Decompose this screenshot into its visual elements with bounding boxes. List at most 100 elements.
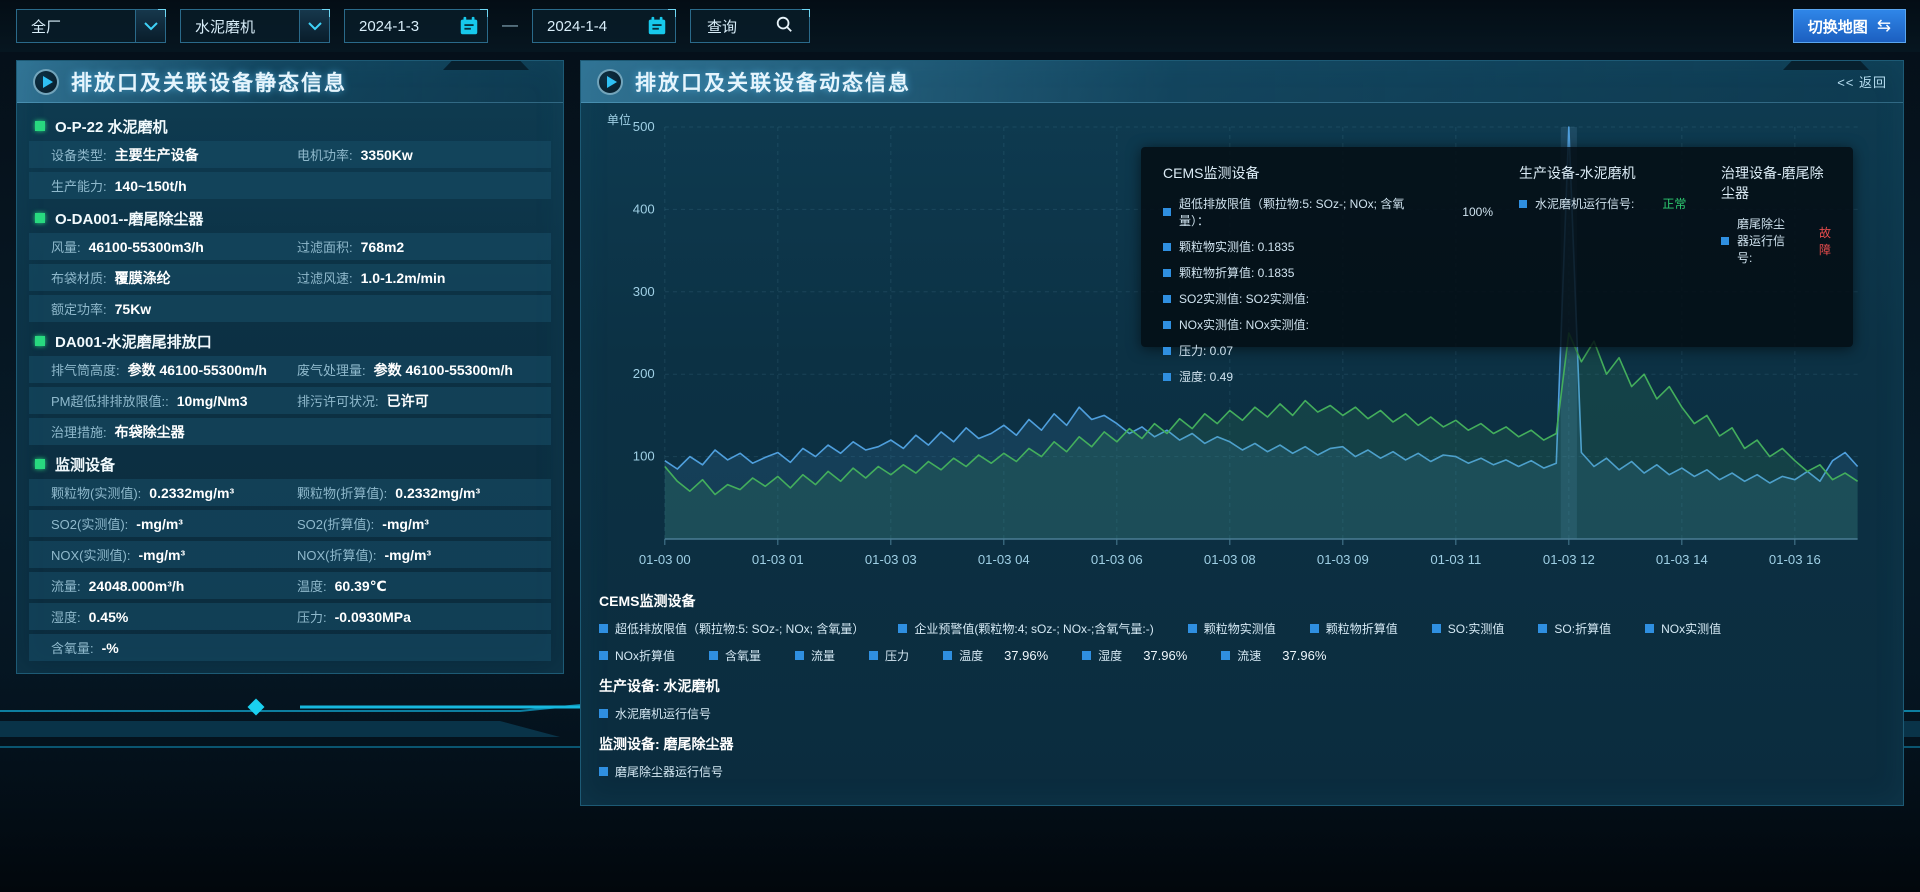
- legend-marker-icon: [599, 767, 608, 776]
- legend-item-label: SO:实测值: [1447, 622, 1505, 636]
- field-value: 75Kw: [114, 301, 152, 317]
- field-value: 3350Kw: [360, 147, 413, 163]
- svg-text:200: 200: [633, 366, 655, 381]
- tooltip-item: 颗粒物实测值: 0.1835: [1163, 238, 1493, 255]
- field: 温度: 60.39℃: [297, 576, 543, 595]
- legend-item[interactable]: 超低排放限值（颗拉物:5: SOz-; NOx; 含氧量）: [599, 620, 864, 637]
- end-date-input[interactable]: 2024-1-4: [532, 9, 676, 43]
- field-value: 覆膜涤纶: [114, 269, 171, 286]
- tooltip-item: 压力: 0.07: [1163, 342, 1493, 359]
- switch-map-button[interactable]: 切换地图 ⇆: [1792, 9, 1906, 43]
- legend-item[interactable]: 温度 37.96%: [943, 647, 1048, 664]
- legend-marker-icon: [599, 709, 608, 718]
- field-value: 60.39℃: [334, 578, 387, 594]
- field: 风量: 46100-55300m3/h: [51, 237, 297, 256]
- date-range-separator: —: [502, 17, 518, 34]
- section-title: DA001-水泥磨尾排放口: [55, 333, 212, 351]
- legend-item[interactable]: 颗粒物折算值: [1309, 620, 1398, 637]
- legend-item[interactable]: 颗粒物实测值: [1187, 620, 1276, 637]
- field: 排污许可状况: 已许可: [297, 391, 543, 411]
- legend-item-label: 流量: [811, 649, 836, 663]
- legend-item[interactable]: 流速 37.96%: [1221, 647, 1326, 664]
- svg-text:01-03 14: 01-03 14: [1656, 552, 1708, 567]
- tooltip-item: NOx实测值: NOx实测值:: [1163, 316, 1493, 333]
- bullet-icon: [1163, 294, 1171, 303]
- legend-item[interactable]: 水泥磨机运行信号: [599, 705, 711, 722]
- legend-item[interactable]: 含氧量: [709, 647, 761, 664]
- field: 含氧量: -%: [51, 638, 543, 657]
- device-select[interactable]: 水泥磨机: [180, 9, 330, 43]
- legend-item[interactable]: 流量: [795, 647, 835, 664]
- svg-text:01-03 06: 01-03 06: [1091, 552, 1143, 567]
- tooltip-heading: 治理设备-磨尾除尘器: [1721, 165, 1824, 201]
- start-date-input[interactable]: 2024-1-3: [344, 9, 488, 43]
- field-value: 参数 46100-55300m/h: [127, 361, 267, 378]
- field-label: 过滤风速:: [297, 271, 353, 286]
- legend-marker-icon: [1645, 624, 1655, 633]
- legend-item[interactable]: 磨尾除尘器运行信号: [599, 763, 723, 780]
- field: 过滤风速: 1.0-1.2m/min: [297, 268, 543, 287]
- field-value: 0.45%: [88, 609, 129, 625]
- field: 压力: -0.0930MPa: [297, 607, 543, 626]
- info-row: SO2(实测值): -mg/m³ SO2(折算值): -mg/m³: [29, 510, 551, 537]
- back-link[interactable]: << 返回: [1837, 75, 1887, 90]
- top-bar: 全厂 水泥磨机 2024-1-3 — 2024-1-4 查询 切换地图 ⇆: [0, 0, 1920, 52]
- legend-item-label: NOx实测值: [1661, 622, 1722, 636]
- legend-row-2: NOx折算值 含氧量 流量 压力 温度 37.96% 湿度 37.96% 流速 37.96%: [599, 647, 1885, 664]
- tooltip-item-label: 颗粒物折算值: 0.1835: [1179, 266, 1295, 280]
- legend-marker-icon: [869, 651, 879, 660]
- legend-item[interactable]: NOx实测值: [1645, 620, 1721, 637]
- line-chart[interactable]: 01-03 00 01-03 01 01-03 03 01-03 04 01-03 06…: [589, 109, 1893, 579]
- tooltip-column: CEMS监测设备 超低排放限值（颗拉物:5: SOz-; NOx; 含氧量）： 10…: [1163, 163, 1493, 384]
- legend-item-value: 37.96%: [1004, 648, 1049, 663]
- field-value: 10mg/Nm3: [176, 393, 248, 409]
- field: 电机功率: 3350Kw: [297, 145, 543, 164]
- section-title: O-DA001--磨尾除尘器: [55, 210, 204, 228]
- legend-item-label: 颗粒物实测值: [1203, 622, 1276, 636]
- tooltip-item-label: 湿度: 0.49: [1179, 370, 1234, 384]
- tooltip-item-value: 100%: [1462, 205, 1493, 219]
- legend-item[interactable]: 湿度 37.96%: [1082, 647, 1187, 664]
- dynamic-panel-header: 排放口及关联设备动态信息 << 返回: [581, 61, 1903, 103]
- field-value: 1.0-1.2m/min: [360, 270, 446, 286]
- info-row: 治理措施: 布袋除尘器: [29, 418, 551, 445]
- legend-item[interactable]: SO:实测值: [1431, 620, 1505, 637]
- query-button[interactable]: 查询: [690, 9, 810, 43]
- static-panel-title: 排放口及关联设备静态信息: [71, 71, 347, 95]
- field-label: 排气筒高度:: [51, 362, 120, 378]
- tooltip-item-label: SO2实测值: SO2实测值:: [1179, 292, 1310, 306]
- info-row: 风量: 46100-55300m3/h 过滤面积: 768m2: [29, 233, 551, 260]
- info-row: NOX(实测值): -mg/m³ NOX(折算值): -mg/m³: [29, 541, 551, 568]
- tooltip-column: 生产设备-水泥磨机 水泥磨机运行信号: 正常: [1519, 163, 1695, 331]
- cems-legend-heading: CEMS监测设备: [599, 593, 696, 609]
- calendar-icon: [451, 10, 487, 42]
- legend-item[interactable]: 企业预警值(颗粒物:4; sOz-; NOx-;含氧气量:-): [898, 620, 1154, 637]
- legend-item-label: 流速: [1237, 649, 1262, 663]
- dynamic-info-panel: 排放口及关联设备动态信息 << 返回 单位 01-03 00 01-03 01 01…: [580, 60, 1904, 806]
- legend-marker-icon: [898, 624, 908, 633]
- field-value: 24048.000m³/h: [88, 578, 185, 594]
- field-value: 46100-55300m3/h: [88, 239, 204, 255]
- chevron-down-icon: [299, 10, 329, 42]
- plant-select[interactable]: 全厂: [16, 9, 166, 43]
- field: 布袋材质: 覆膜涤纶: [51, 268, 297, 288]
- section-header: O-DA001--磨尾除尘器: [29, 203, 551, 233]
- field-label: 温度:: [297, 579, 327, 594]
- legend-item[interactable]: SO:折算值: [1538, 620, 1611, 637]
- svg-text:01-03 11: 01-03 11: [1430, 552, 1481, 567]
- legend-item[interactable]: 压力: [869, 647, 909, 664]
- field-label: 治理措施:: [51, 424, 107, 440]
- field-value: -mg/m³: [384, 547, 432, 563]
- field-label: 设备类型:: [51, 147, 107, 163]
- bullet-icon: [1519, 199, 1527, 208]
- legend-item-label: 水泥磨机运行信号: [615, 707, 712, 721]
- legend-item[interactable]: NOx折算值: [599, 647, 675, 664]
- field-label: 湿度:: [51, 610, 81, 625]
- section-bullet-icon: [35, 213, 45, 223]
- field-value: -mg/m³: [382, 516, 429, 532]
- tooltip-item: 超低排放限值（颗拉物:5: SOz-; NOx; 含氧量）： 100%: [1163, 195, 1493, 229]
- field-label: 含氧量:: [51, 641, 94, 656]
- svg-text:01-03 08: 01-03 08: [1204, 552, 1256, 567]
- field: 额定功率: 75Kw: [51, 299, 543, 318]
- chart-area: 单位 01-03 00 01-03 01 01-03 03 01-03 04 01-03…: [581, 103, 1903, 579]
